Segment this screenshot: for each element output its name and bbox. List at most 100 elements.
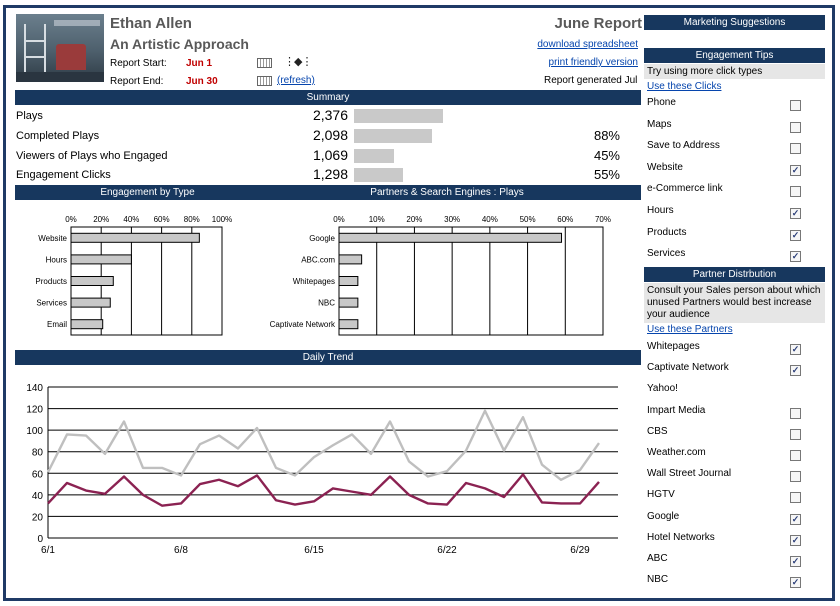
category-label: Email [47,320,67,329]
partners-checkbox[interactable]: ✓ [790,513,801,525]
partner-distribution-note: Consult your Sales person about which un… [644,283,825,323]
clicks-checkbox[interactable] [790,186,801,198]
x-tick-label: 10% [369,215,385,224]
daily-trend-chart: 0 20 40 60 80 100 120 140 6/1 6/8 6/15 6/22 6/29 [26,383,618,556]
summary-bar [354,109,443,123]
y-tick-label: 20 [32,512,44,523]
daily-trend-header: Daily Trend [15,350,641,365]
clicks-label: Products [647,226,687,238]
download-spreadsheet-link[interactable]: download spreadsheet [537,39,638,50]
summary-row: Viewers of Plays who Engaged 1,069 45% [16,147,640,166]
y-tick-label: 140 [26,383,43,394]
partners-checkbox[interactable]: ✓ [790,556,801,567]
summary-row: Completed Plays 2,098 88% [16,127,640,146]
partners-label: Wall Street Journal [647,468,732,480]
engagement-tips-note: Try using more click types [644,64,825,79]
partners-label: HGTV [647,489,675,501]
partners-checkbox[interactable] [790,471,801,483]
bar [70,276,114,286]
y-tick-label: 40 [32,491,44,502]
report-start-value: Jun 1 [186,58,213,69]
summary-percent: 88% [593,128,620,143]
partners-checkbox[interactable] [790,450,801,461]
x-tick-label: 20% [93,215,109,224]
engagement-chart-title: Engagement by Type [100,187,195,198]
partners-checkbox[interactable] [790,428,801,440]
clicks-checkbox[interactable] [790,100,801,111]
ad-title: An Artistic Approach [110,36,249,52]
category-label: Google [309,234,335,243]
partners-checkbox[interactable]: ✓ [790,365,801,377]
x-tick-label: 60% [154,215,170,224]
category-label: Products [35,277,67,286]
bar [70,254,132,265]
partners-label: Whitepages [647,341,700,352]
clicks-checkbox[interactable]: ✓ [790,251,801,263]
category-label: Website [38,234,67,243]
clicks-checkbox[interactable]: ✓ [790,229,801,241]
clicks-checkbox[interactable] [790,121,801,133]
summary-percent: 45% [593,148,620,163]
summary-header: Summary [15,90,641,105]
engagement-tips-header: Engagement Tips [644,48,825,63]
summary-label: Completed Plays [16,130,100,142]
summary-bar [354,168,403,182]
summary-label: Engagement Clicks [16,169,111,181]
category-label: Whitepages [293,277,335,286]
y-tick-label: 120 [26,405,43,416]
series-line [47,473,600,507]
x-tick-label: 100% [212,215,232,224]
summary-bar [354,149,394,163]
summary-value: 2,376 [312,107,348,123]
partner-distribution-header: Partner Distrbution [644,267,825,282]
report-start-label: Report Start: [110,58,167,69]
range-arrows-icon[interactable]: ⋮◆⋮ [284,56,312,68]
ad-thumbnail [16,14,104,82]
category-label: Captivate Network [270,320,336,329]
partners-label: Weather.com [647,447,706,458]
partners-checkbox[interactable]: ✓ [790,534,801,546]
partners-checkbox[interactable]: ✓ [790,577,801,589]
bar [338,276,359,286]
x-tick-label: 80% [184,215,200,224]
calendar-icon[interactable] [257,58,272,68]
summary-value: 2,098 [312,127,348,143]
partners-checkbox[interactable] [790,407,801,419]
charts-header-bar: Engagement by Type Partners & Search Eng… [15,185,641,200]
category-label: Services [36,299,67,308]
clicks-checkbox[interactable]: ✓ [790,208,801,219]
x-tick-label: 6/22 [437,545,457,556]
partners-label: CBS [647,425,668,437]
clicks-label: Hours [647,205,674,216]
use-these-clicks-link[interactable]: Use these Clicks [647,81,722,92]
marketing-suggestions-header: Marketing Suggestions [644,15,825,30]
x-tick-label: 6/8 [174,545,188,556]
summary-bar [354,129,432,143]
report-end-value: Jun 30 [186,76,218,87]
bar [338,297,359,308]
bar [338,232,563,243]
use-these-partners-link[interactable]: Use these Partners [647,324,733,335]
partners-checkbox[interactable]: ✓ [790,344,801,355]
x-tick-label: 20% [406,215,422,224]
partners-checkbox[interactable] [790,492,801,504]
print-friendly-link[interactable]: print friendly version [548,57,638,68]
y-tick-label: 80 [32,448,44,459]
summary-label: Viewers of Plays who Engaged [16,150,168,162]
report-title: June Report [554,15,642,32]
category-label: Hours [46,255,67,264]
calendar-icon[interactable] [257,76,272,86]
clicks-checkbox[interactable] [790,143,801,155]
clicks-checkbox[interactable]: ✓ [790,164,801,176]
x-tick-label: 6/29 [570,545,590,556]
business-name: Ethan Allen [110,15,192,32]
x-tick-label: 70% [595,215,611,224]
clicks-label: Phone [647,97,676,108]
refresh-link[interactable]: (refresh) [277,75,315,86]
x-tick-label: 30% [444,215,460,224]
x-tick-label: 6/1 [41,545,55,556]
y-tick-label: 100 [26,426,43,437]
x-tick-label: 6/15 [304,545,324,556]
partners-label: Impart Media [647,404,706,416]
category-label: ABC.com [301,255,335,264]
